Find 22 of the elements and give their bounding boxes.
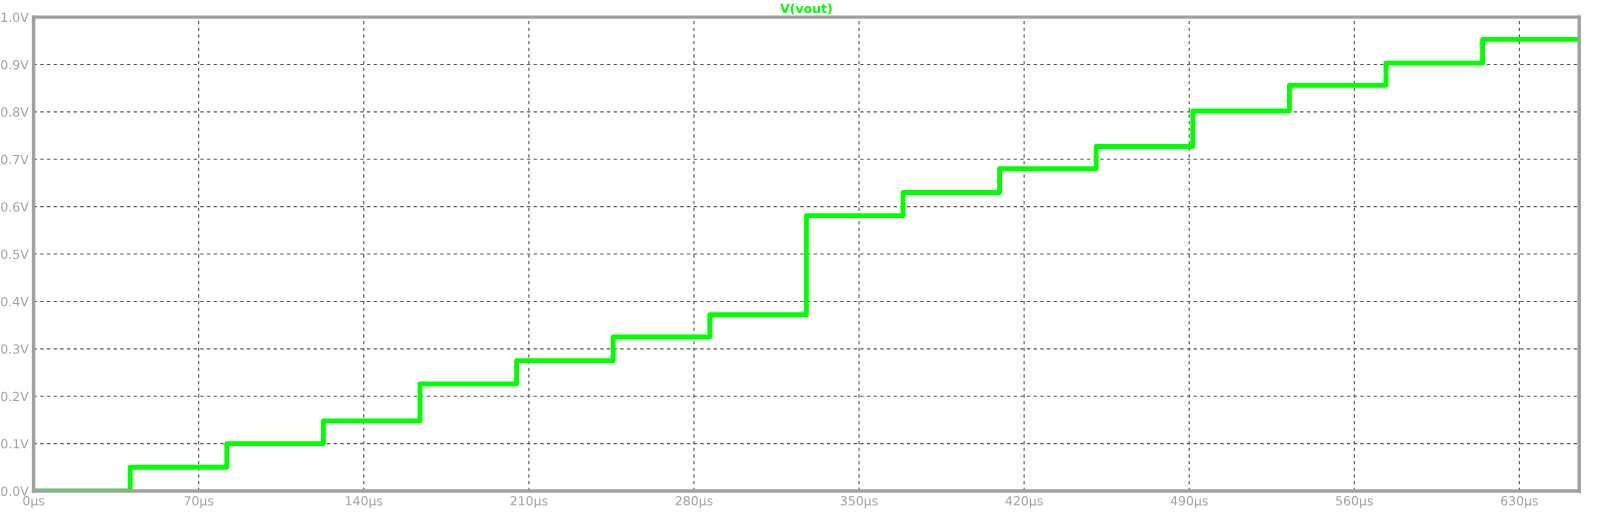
- y-tick-label: 0.9V: [1, 59, 29, 70]
- x-tick-label: 210µs: [510, 496, 548, 508]
- y-tick-label: 1.0V: [1, 12, 29, 23]
- y-tick-label: 0.1V: [1, 439, 29, 449]
- chart-title: V(vout): [780, 3, 832, 15]
- x-tick-label: 490µs: [1170, 496, 1208, 508]
- x-tick-label: 420µs: [1005, 496, 1043, 508]
- x-tick-label: 140µs: [345, 496, 383, 508]
- x-tick-label: 70µs: [184, 496, 214, 508]
- y-tick-label: 0.2V: [1, 391, 29, 402]
- y-tick-label: 0.3V: [1, 344, 29, 354]
- x-tick-label: 560µs: [1336, 496, 1373, 508]
- y-tick-label: 0.0V: [1, 486, 29, 496]
- y-tick-label: 0.5V: [1, 249, 29, 259]
- x-tick-label: 280µs: [675, 496, 713, 508]
- y-tick-label: 0.7V: [1, 154, 29, 165]
- y-tick-label: 0.8V: [1, 107, 29, 117]
- x-tick-label: 350µs: [840, 496, 878, 508]
- y-tick-label: 0.4V: [1, 296, 29, 307]
- x-tick-label: 0µs: [23, 496, 45, 508]
- x-tick-label: 630µs: [1501, 496, 1538, 508]
- y-tick-label: 0.6V: [1, 202, 29, 212]
